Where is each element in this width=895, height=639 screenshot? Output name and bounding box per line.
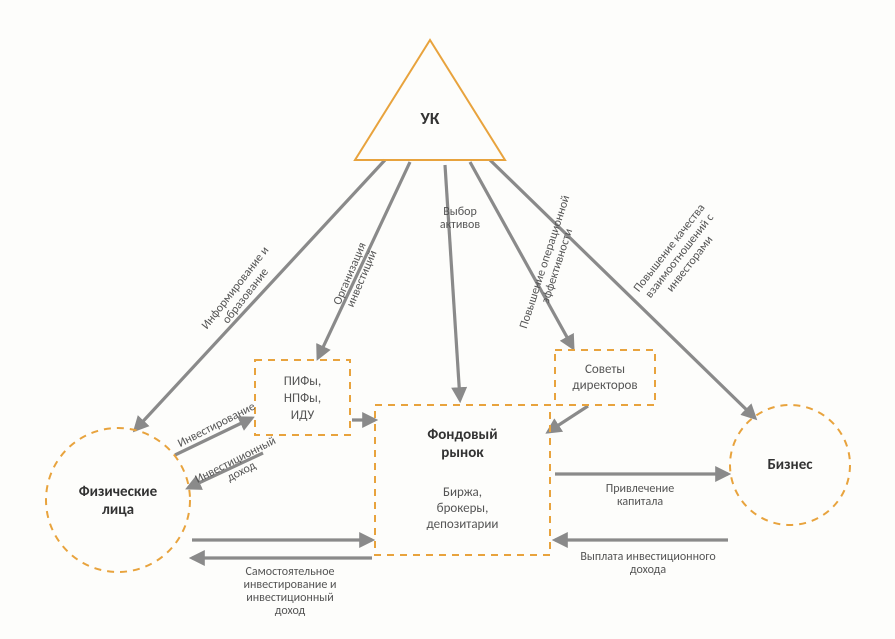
node-market: Фондовыйрынок Биржа,брокеры,депозитарии <box>375 405 550 555</box>
node-funds: ПИФы,НПФы,ИДУ <box>255 360 350 435</box>
node-market-sub: Биржа,брокеры,депозитарии <box>427 485 499 532</box>
node-persons-label: Физическиелица <box>79 483 158 519</box>
edge-label-uk-market: Выборактивов <box>440 205 481 232</box>
svg-text:Привлечениекапитала: Привлечениекапитала <box>606 482 674 509</box>
svg-text:Повышение качествавзаимоотноше: Повышение качествавзаимоотношений синвес… <box>631 201 729 311</box>
svg-text:Информирование иобразование: Информирование иобразование <box>199 244 282 340</box>
node-uk-label: УК <box>420 108 440 129</box>
svg-text:Инвестиционныйдоход: Инвестиционныйдоход <box>193 434 284 498</box>
node-funds-label: ПИФы,НПФы,ИДУ <box>284 374 321 423</box>
node-uk: УК <box>355 40 505 160</box>
edge-label-persons-funds: Инвестирование <box>176 400 258 451</box>
edge-label-funds-persons: Инвестиционныйдоход <box>193 434 284 498</box>
node-boards: Советыдиректоров <box>555 350 655 405</box>
edge-label-uk-funds: Организацияинвестиций <box>331 240 382 312</box>
svg-text:Инвестирование: Инвестирование <box>176 400 258 451</box>
edge-label-market-business: Привлечениекапитала <box>606 482 674 509</box>
edge-label-uk-persons: Информирование иобразование <box>199 244 282 340</box>
svg-text:Организацияинвестиций: Организацияинвестиций <box>331 240 382 312</box>
edge-uk-market <box>445 165 460 400</box>
edge-label-market-persons-1: Самостоятельноеинвестирование иинвестици… <box>243 565 336 618</box>
diagram-canvas: УК Физическиелица Бизнес ПИФы,НПФы,ИДУ Фондо… <box>0 0 895 639</box>
edge-boards-market <box>548 406 588 432</box>
node-market-title: Фондовыйрынок <box>427 426 497 462</box>
node-business-label: Бизнес <box>767 456 813 474</box>
node-persons: Физическиелица <box>46 428 190 572</box>
svg-text:Самостоятельноеинвестирование: Самостоятельноеинвестирование иинвестици… <box>243 565 336 618</box>
svg-text:Выборактивов: Выборактивов <box>440 205 481 232</box>
edge-label-business-market: Выплата инвестиционногодохода <box>580 550 715 577</box>
svg-text:Выплата инвестиционногодохода: Выплата инвестиционногодохода <box>580 550 715 577</box>
edge-label-uk-business: Повышение качествавзаимоотношений синвес… <box>631 201 729 311</box>
node-business: Бизнес <box>730 405 850 525</box>
node-boards-label: Советыдиректоров <box>572 362 637 393</box>
